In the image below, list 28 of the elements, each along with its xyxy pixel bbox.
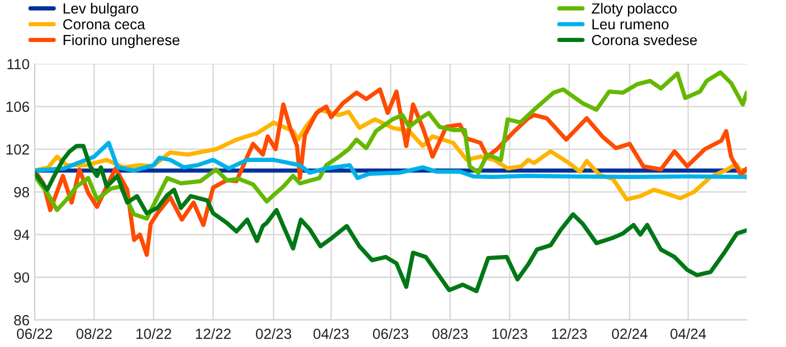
x-tick-label: 04/23 — [313, 328, 349, 339]
x-tick-label: 10/23 — [492, 328, 528, 339]
x-tick-label: 06/22 — [16, 328, 52, 339]
y-tick-label: 106 — [6, 102, 30, 112]
legend-label: Zloty polacco — [592, 2, 677, 17]
legend-label: Fiorino ungherese — [64, 34, 180, 48]
y-tick-label: 94 — [14, 230, 30, 240]
y-tick-label: 86 — [14, 315, 30, 326]
x-tick-label: 12/22 — [196, 328, 231, 339]
legend-label: Corona ceca — [63, 19, 146, 30]
legend-label: Corona svedese — [592, 34, 697, 46]
line-series — [34, 140, 747, 180]
x-tick-label: 04/24 — [670, 328, 706, 339]
x-tick-label: 06/23 — [372, 328, 408, 339]
legend-label: Lev bulgaro — [64, 2, 138, 17]
y-tick-label: 110 — [8, 58, 30, 70]
x-tick-label: 02/24 — [612, 328, 648, 339]
y-tick-label: 98 — [14, 186, 30, 198]
line-series — [34, 144, 747, 294]
x-tick-label: 08/23 — [432, 328, 468, 339]
legend-label: Leu rumeno — [592, 19, 669, 30]
x-tick-label: 10/22 — [136, 328, 172, 339]
x-tick-label: 02/23 — [256, 328, 292, 339]
x-tick-label: 08/22 — [76, 328, 112, 339]
x-tick-label: 12/23 — [552, 328, 587, 339]
line-series — [34, 70, 747, 221]
y-tick-label: 90 — [14, 272, 30, 283]
y-tick-label: 102 — [6, 144, 29, 155]
